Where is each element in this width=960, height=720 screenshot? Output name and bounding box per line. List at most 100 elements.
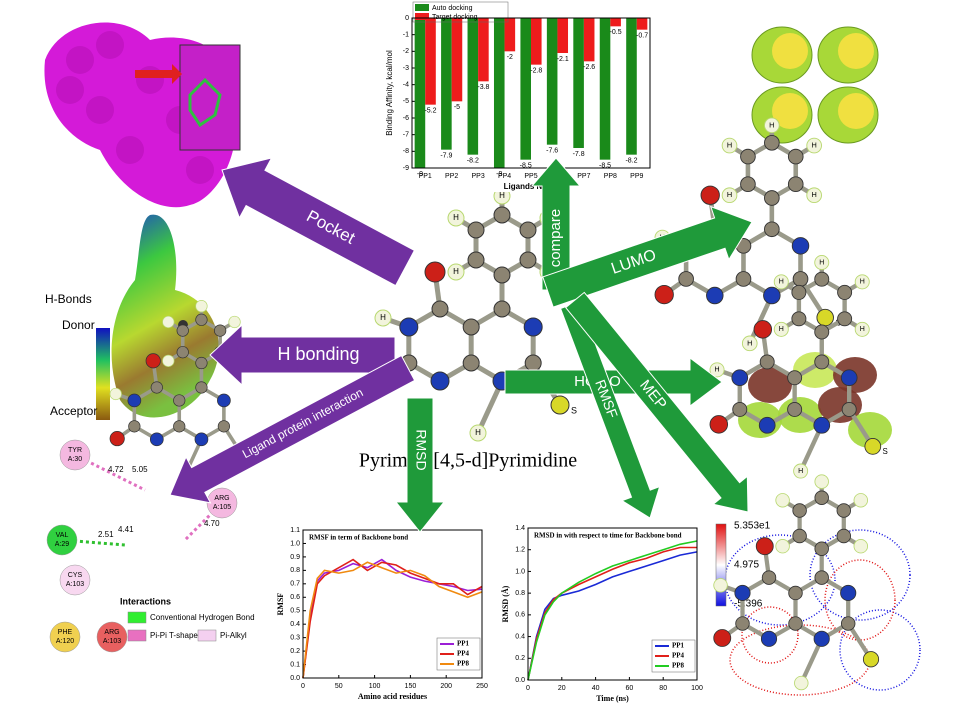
line — [302, 558, 483, 679]
distance-label: 2.51 — [98, 530, 114, 539]
atom — [787, 176, 804, 193]
hbond-surface: H-Bonds Donor Acceptor — [45, 214, 219, 420]
atom — [399, 317, 419, 337]
atom — [709, 415, 729, 434]
legend-swatch — [415, 13, 429, 20]
atom — [760, 630, 778, 647]
value-label: -9 — [496, 171, 502, 178]
line — [527, 546, 697, 681]
y-tick-label: -7 — [403, 132, 409, 139]
bar — [610, 18, 621, 27]
atom — [763, 286, 781, 305]
atom — [791, 237, 810, 255]
atom-label: H — [380, 313, 386, 322]
bar — [441, 18, 452, 150]
y-tick-label: 0.8 — [515, 590, 525, 597]
distance-label: 4.41 — [118, 525, 134, 534]
interaction-line — [61, 538, 126, 547]
atom — [853, 493, 869, 508]
chart-title: RMSF in term of Backbone bond — [309, 534, 408, 542]
atom — [753, 320, 773, 339]
line — [527, 540, 698, 681]
atom — [195, 313, 208, 326]
y-tick-label: -8 — [403, 148, 409, 155]
residue-name: VAL — [56, 532, 69, 539]
y-tick-label: 0.1 — [290, 661, 300, 668]
atom — [731, 369, 749, 387]
atom — [813, 630, 830, 647]
homo-molecule: S H H H H H H H — [709, 254, 888, 479]
atom — [792, 528, 807, 544]
x-axis-label: Time (ns) — [596, 694, 629, 703]
atom-label: H — [499, 191, 505, 200]
value-label: -7.8 — [573, 151, 585, 158]
surface-bump — [56, 76, 84, 104]
atom — [523, 317, 543, 337]
arrow — [394, 397, 446, 533]
atom — [654, 284, 674, 305]
y-tick-label: -3 — [403, 65, 409, 72]
bar — [425, 18, 436, 105]
residue-chain: A:30 — [68, 456, 83, 463]
atom — [176, 324, 189, 337]
chart: 0.0 0.2 0.4 0.6 0.8 1.0 1.2 1.4 RMSD (Å) Time (ns… — [501, 516, 705, 710]
atom — [775, 538, 790, 554]
value-label: -5 — [454, 104, 460, 111]
bar — [414, 18, 426, 168]
atom — [814, 474, 829, 489]
value-label: -9 — [417, 171, 423, 178]
potential-cloud — [839, 609, 921, 691]
atom — [840, 369, 858, 387]
atom — [424, 261, 446, 283]
atom — [145, 353, 161, 369]
potential-cloud — [824, 559, 896, 641]
y-tick-label: 1.0 — [515, 568, 525, 575]
y-tick-label: -5 — [403, 98, 409, 105]
atom-label: H — [798, 468, 803, 475]
bar — [636, 18, 648, 30]
atom — [840, 584, 857, 602]
arrow — [530, 157, 582, 291]
bar — [504, 18, 516, 52]
atom — [773, 274, 789, 290]
bar — [599, 18, 611, 160]
bond — [747, 294, 774, 345]
atom — [794, 675, 809, 691]
orbital-lobe — [748, 367, 792, 403]
atom — [195, 356, 208, 370]
line — [527, 551, 698, 681]
x-tick-label: PP1 — [419, 173, 432, 180]
y-tick-label: 1.1 — [290, 527, 300, 534]
atom — [678, 271, 694, 287]
x-tick-label: 80 — [659, 685, 667, 692]
orbital-lobe — [772, 33, 808, 69]
atom — [374, 309, 392, 327]
legend-label: PP1 — [457, 640, 470, 648]
x-tick-label: 200 — [440, 683, 452, 690]
atom — [173, 394, 186, 407]
residue — [46, 524, 78, 556]
chart-panel — [505, 516, 705, 710]
potential-cloud — [724, 534, 836, 626]
atom — [793, 463, 809, 479]
potential-cloud — [741, 606, 799, 664]
hbond-title: H-Bonds — [45, 292, 92, 306]
residue-chain: A:103 — [66, 581, 84, 588]
atom-label: H — [747, 338, 752, 347]
atom — [864, 438, 882, 455]
residue-chain: A:29 — [55, 541, 70, 548]
x-axis-label: Amino acid residues — [358, 692, 427, 701]
residue-chain: A:103 — [103, 638, 121, 645]
value-label: -2.6 — [583, 64, 595, 71]
atom — [791, 311, 807, 327]
mep-scale-label: -5.396 — [734, 599, 763, 610]
atom — [787, 148, 804, 165]
residue — [206, 487, 238, 519]
surface-bump — [96, 31, 124, 59]
plot-frame — [527, 527, 698, 681]
y-tick-label: -6 — [403, 115, 409, 122]
atom — [721, 187, 738, 204]
atom — [740, 148, 756, 165]
atom — [128, 420, 141, 433]
